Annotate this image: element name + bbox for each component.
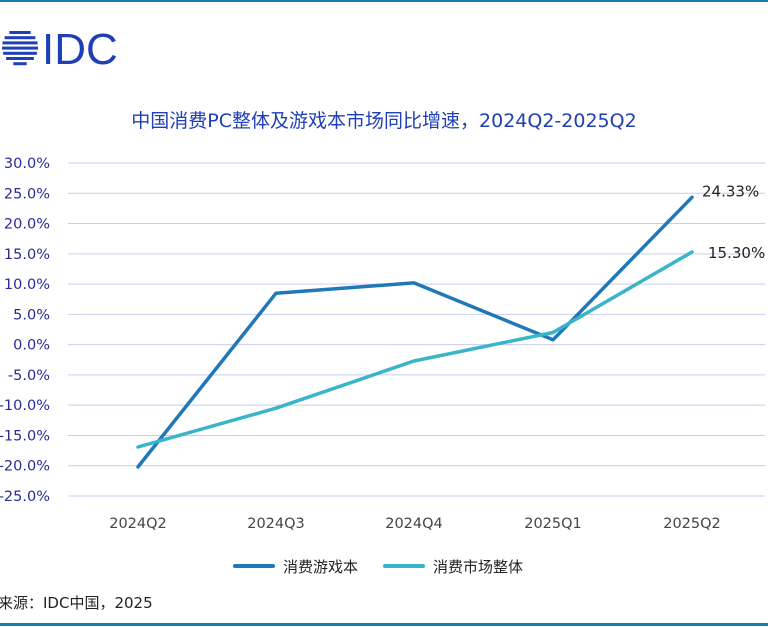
idc-logo-text: IDC [42,25,118,72]
y-tick-label: -25.0% [0,489,50,505]
series-line-game [136,195,694,469]
y-tick-label: 5.0% [13,307,50,323]
logo-stripe [13,62,27,66]
legend-label-game: 消费游戏本 [283,557,359,576]
x-tick-label: 2025Q1 [524,516,582,532]
data-point-market [275,407,277,409]
x-tick-label: 2024Q3 [247,516,305,532]
data-point-market [137,446,139,448]
logo-stripe [6,57,34,60]
top-rule [0,0,768,2]
logo-stripe [9,31,31,34]
source-note: 来源：IDC中国，2025 [0,594,153,612]
y-tick-label: 25.0% [4,186,50,202]
legend-label-market: 消费市场整体 [433,557,524,576]
idc-logo-globe-icon [2,31,38,66]
data-point-game [275,292,277,294]
y-tick-label: 10.0% [4,277,50,293]
y-tick-label: 15.0% [4,247,50,263]
data-point-game [137,466,139,468]
data-label-market: 15.30% [708,244,765,262]
data-point-game [552,339,554,341]
x-tick-label: 2024Q4 [385,516,443,532]
x-tick-label: 2025Q2 [663,516,721,532]
legend-swatch-game [233,564,275,568]
logo-stripe [3,51,37,55]
data-point-market [413,360,415,362]
idc-logo: IDC [2,25,118,72]
legend-item-market: 消费市场整体 [383,556,523,576]
data-point-market [552,332,554,334]
legend-item-game: 消费游戏本 [233,556,358,576]
y-tick-label: 30.0% [4,156,50,172]
y-tick-label: -10.0% [0,398,50,414]
y-tick-label: 20.0% [4,217,50,233]
data-label-game: 24.33% [702,182,759,200]
y-tick-label: -15.0% [0,428,50,444]
bottom-rule [0,623,768,626]
logo-stripe [4,36,36,40]
logo-stripe [2,41,38,45]
chart-title: 中国消费PC整体及游戏本市场同比增速，2024Q2-2025Q2 [131,110,637,132]
data-point-game [413,282,415,284]
y-tick-label: -5.0% [8,368,50,384]
y-tick-label: -20.0% [0,459,50,475]
data-point-game [691,196,693,198]
logo-stripe [2,46,38,50]
x-tick-label: 2024Q2 [109,516,167,532]
y-tick-label: 0.0% [13,338,50,354]
legend-swatch-market [383,564,425,568]
data-point-market [691,251,693,253]
